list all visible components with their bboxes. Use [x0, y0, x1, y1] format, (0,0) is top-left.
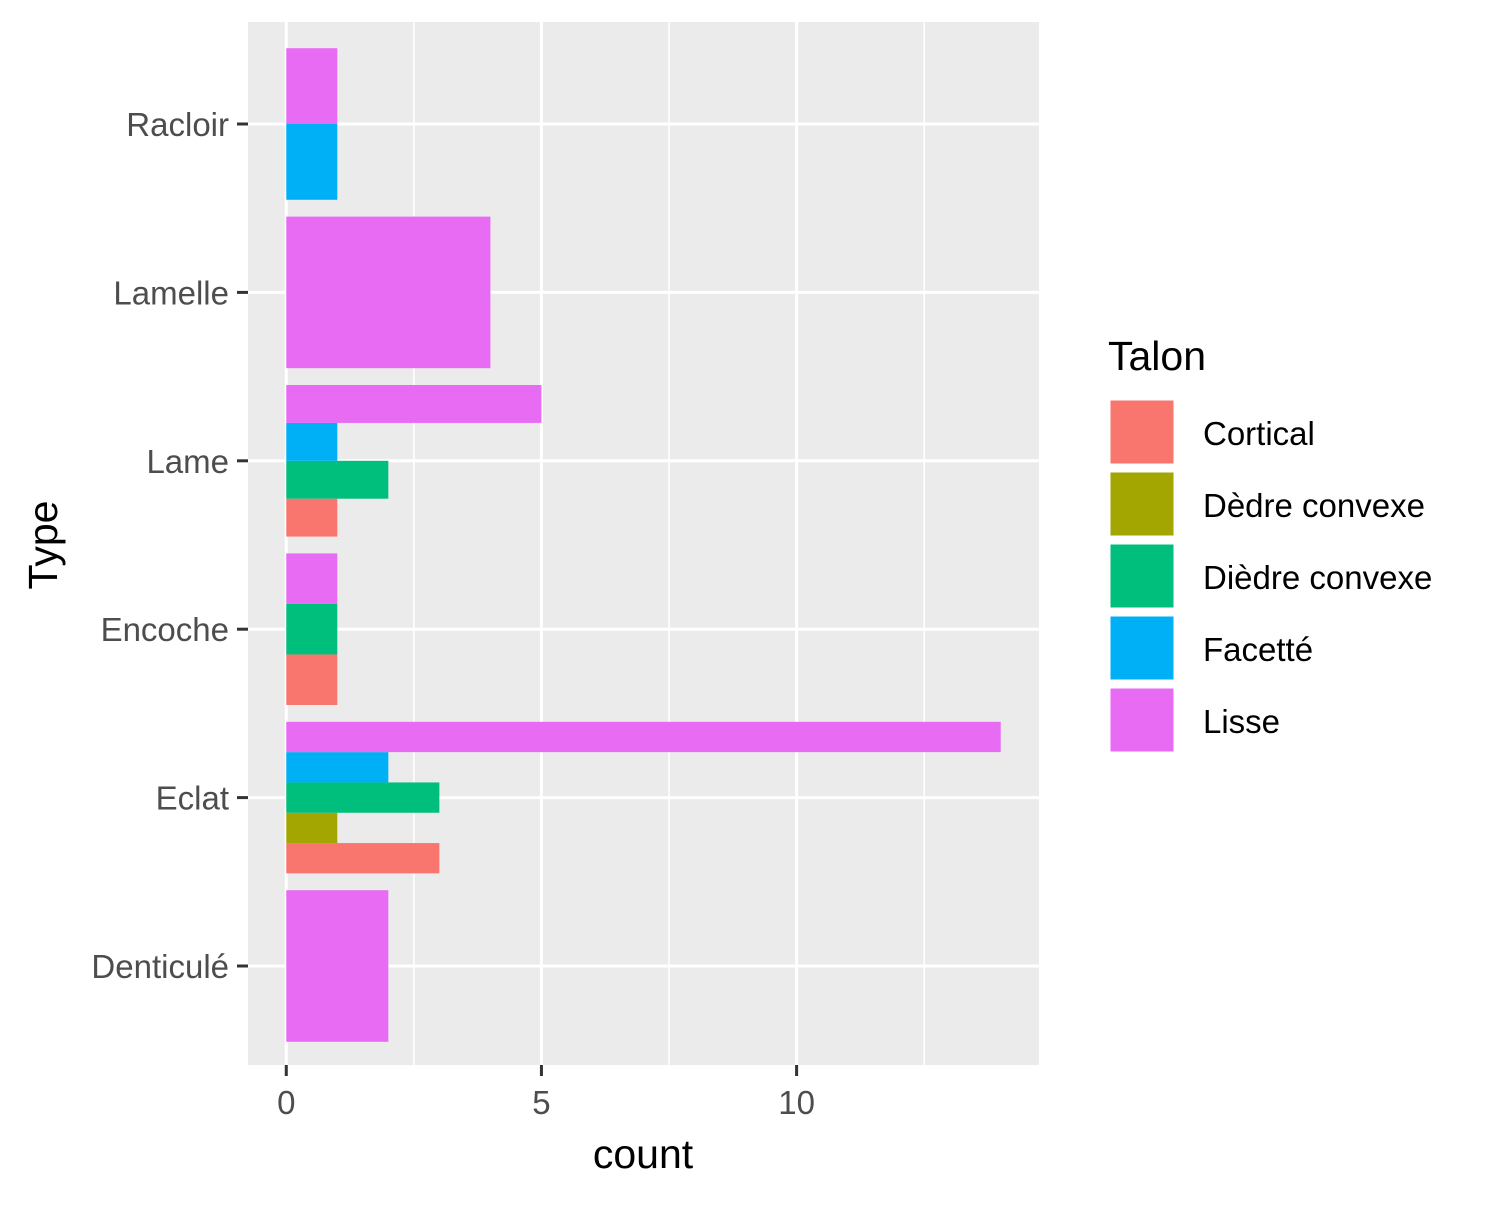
- legend-key: [1107, 541, 1177, 611]
- y-tick-label: Racloir: [126, 106, 229, 143]
- bar: [286, 812, 338, 844]
- x-tick-label: 5: [532, 1084, 550, 1121]
- y-axis: Denticulé Eclat Encoche Lame Lamelle Racloir: [91, 106, 248, 985]
- y-tick-label: Denticulé: [91, 948, 229, 985]
- bars: [286, 48, 1001, 1042]
- bar: [286, 843, 440, 874]
- bar: [286, 782, 440, 813]
- legend-key: [1107, 469, 1177, 539]
- bar: [286, 124, 338, 200]
- legend-label: Dèdre convexe: [1203, 487, 1425, 524]
- bar: [286, 603, 338, 655]
- y-tick-label: Lamelle: [113, 274, 229, 311]
- bar: [286, 890, 389, 1042]
- bar: [286, 721, 1001, 753]
- legend-key: [1107, 613, 1177, 683]
- bar: [286, 553, 338, 604]
- bar: [286, 498, 338, 537]
- y-tick-label: Encoche: [101, 611, 229, 648]
- x-tick-label: 10: [778, 1084, 815, 1121]
- legend-label: Lisse: [1203, 703, 1280, 740]
- bar: [286, 385, 542, 423]
- x-axis-title: count: [593, 1131, 694, 1177]
- legend-title: Talon: [1108, 333, 1206, 379]
- legend-key: [1107, 685, 1177, 755]
- bar: [286, 216, 491, 369]
- y-tick-label: Eclat: [156, 780, 229, 817]
- bar: [286, 48, 338, 124]
- x-axis: 0 5 10: [277, 1065, 815, 1121]
- x-tick-label: 0: [277, 1084, 295, 1121]
- legend-label: Cortical: [1203, 415, 1315, 452]
- bar: [286, 654, 338, 705]
- y-tick-label: Lame: [146, 443, 229, 480]
- bar: [286, 460, 389, 499]
- bar: [286, 422, 338, 461]
- legend-label: Dièdre convexe: [1203, 559, 1432, 596]
- legend-label: Facetté: [1203, 631, 1313, 668]
- bar: [286, 752, 389, 783]
- legend-key: [1107, 397, 1177, 467]
- y-axis-title: Type: [20, 501, 66, 590]
- legend-entries: Cortical Dèdre convexe Dièdre convexe Facet…: [1107, 397, 1432, 755]
- legend: Talon Cortical Dèdre convexe Dièdre convex…: [1107, 333, 1432, 755]
